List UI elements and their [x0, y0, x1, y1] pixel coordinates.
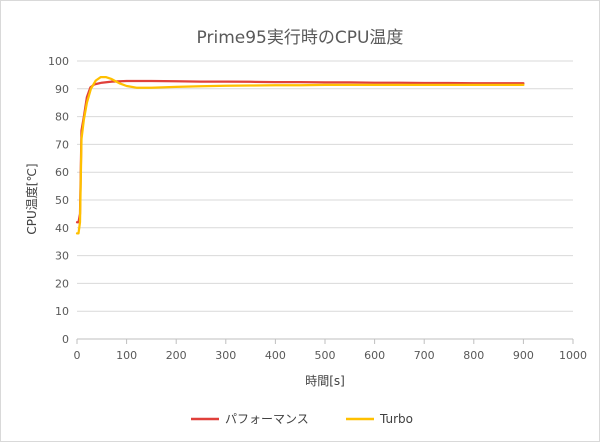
x-tick-label: 1000: [559, 349, 587, 362]
y-axis-title: CPU温度[℃]: [24, 163, 39, 234]
chart-title: Prime95実行時のCPU温度: [197, 28, 404, 48]
series-lines: [75, 75, 525, 235]
x-tick-label: 0: [74, 349, 81, 362]
y-tick-label: 70: [55, 138, 69, 151]
x-tick-labels: 0 100 200 300 400 500 600 700 800 900 1000: [74, 349, 588, 362]
y-tick-label: 90: [55, 83, 69, 96]
series-line-2: [75, 75, 525, 235]
x-tick-label: 900: [513, 349, 534, 362]
axes: [76, 338, 574, 344]
legend: パフォーマンス Turbo: [191, 412, 413, 426]
x-tick-label: 600: [364, 349, 385, 362]
x-tick-label: 300: [215, 349, 236, 362]
x-tick-label: 700: [414, 349, 435, 362]
y-tick-label: 80: [55, 111, 69, 124]
y-tick-label: 20: [55, 277, 69, 290]
x-tick-label: 200: [166, 349, 187, 362]
y-tick-label: 50: [55, 194, 69, 207]
grid: [77, 60, 573, 312]
x-tick-label: 100: [116, 349, 137, 362]
series-line-1: [75, 79, 525, 224]
legend-label: Turbo: [379, 412, 413, 426]
y-tick-label: 30: [55, 250, 69, 263]
x-tick-label: 500: [315, 349, 336, 362]
y-tick-label: 40: [55, 222, 69, 235]
x-tick-label: 800: [463, 349, 484, 362]
y-tick-label: 100: [48, 55, 69, 68]
y-tick-label: 60: [55, 166, 69, 179]
legend-label: パフォーマンス: [225, 412, 309, 426]
x-tick-label: 400: [265, 349, 286, 362]
y-tick-label: 0: [62, 333, 69, 346]
y-tick-labels: 0 10 20 30 40 50 60 70 80 90 100: [48, 55, 69, 346]
x-axis-title: 時間[s]: [305, 374, 345, 388]
y-tick-label: 10: [55, 305, 69, 318]
